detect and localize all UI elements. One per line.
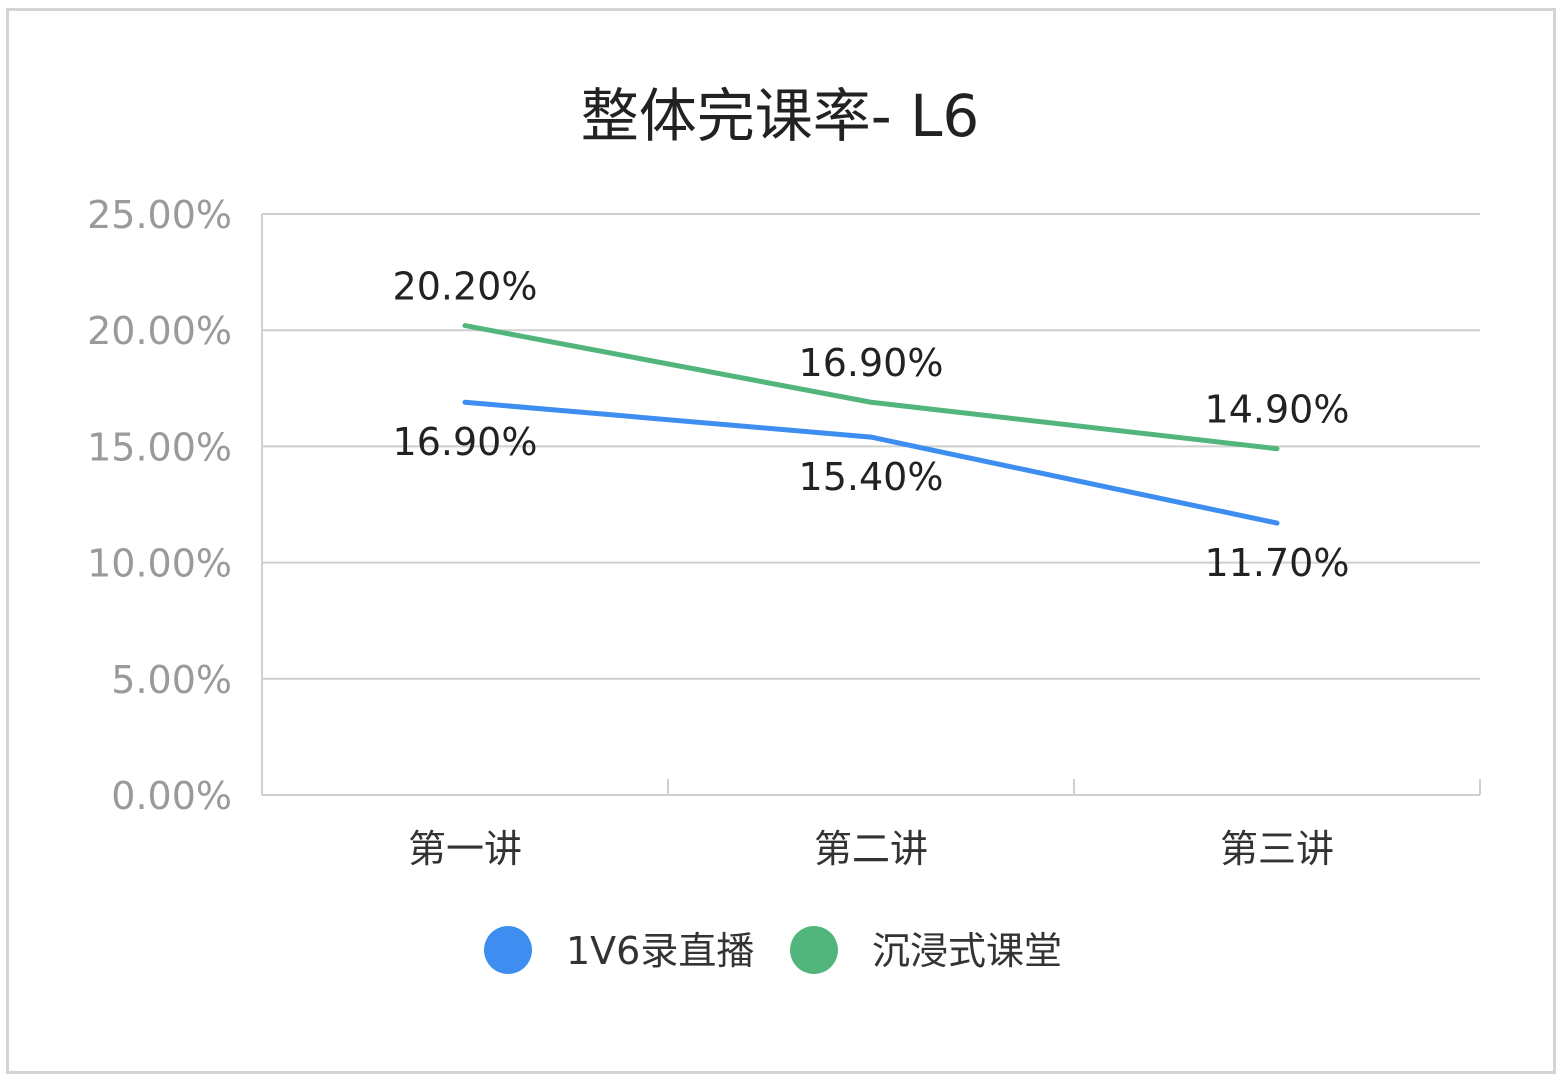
y-tick-label: 20.00% <box>87 309 232 353</box>
y-tick-label: 0.00% <box>111 774 232 818</box>
series-lines <box>462 323 1280 526</box>
chart-container[interactable] <box>6 8 1556 1074</box>
legend-marker[interactable] <box>790 926 838 974</box>
chart-title: 整体完课率- L6 <box>581 82 980 150</box>
x-tick-label: 第一讲 <box>408 827 522 871</box>
legend-label[interactable]: 1V6录直播 <box>566 929 754 973</box>
data-label: 16.90% <box>799 341 944 385</box>
y-tick-label: 25.00% <box>87 193 232 237</box>
y-tick-label: 15.00% <box>87 425 232 469</box>
series-line <box>462 323 1280 452</box>
data-label: 16.90% <box>393 420 538 464</box>
legend: 1V6录直播 沉浸式课堂 <box>484 926 1062 974</box>
data-label: 20.20% <box>393 265 538 309</box>
x-tick-label: 第二讲 <box>814 827 928 871</box>
y-tick-label: 5.00% <box>111 658 232 702</box>
legend-label[interactable]: 沉浸式课堂 <box>872 929 1062 973</box>
y-tick-label: 10.00% <box>87 542 232 586</box>
x-axis-tick-labels: 第一讲 第二讲 第三讲 <box>408 827 1334 871</box>
data-labels: 20.20% 16.90% 16.90% 15.40% 14.90% 11.70% <box>393 265 1350 586</box>
axes <box>261 214 1481 796</box>
data-label: 15.40% <box>799 455 944 499</box>
series-line <box>462 399 1280 526</box>
data-label: 14.90% <box>1205 388 1350 432</box>
data-label: 11.70% <box>1205 541 1350 585</box>
legend-marker[interactable] <box>484 926 532 974</box>
y-axis-tick-labels: 0.00% 5.00% 10.00% 15.00% 20.00% 25.00% <box>87 193 232 818</box>
x-tick-label: 第三讲 <box>1220 827 1334 871</box>
